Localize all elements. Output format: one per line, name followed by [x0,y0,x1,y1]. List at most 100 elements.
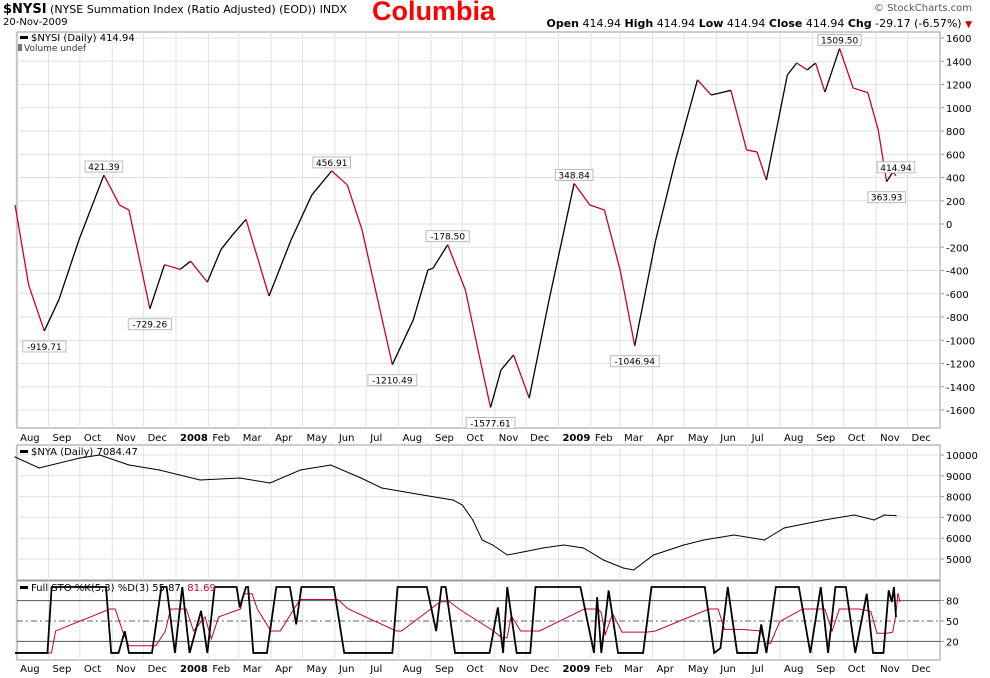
nysi-segment [824,48,841,93]
nysi-segment [149,264,166,309]
nya-point [542,547,544,549]
x-tick-label: Sep [435,664,454,675]
annotation-box [22,340,67,353]
legend-swatch [20,36,28,39]
nysi-segment [710,92,722,96]
nysi-segment [573,183,591,206]
y-tick-label: -1000 [946,336,975,347]
legend-swatch [20,586,28,589]
x-tick-label: 2008 [180,433,208,444]
nya-point [472,519,474,521]
x-tick-label: Dec [530,664,549,675]
x-tick-label: Aug [403,433,423,444]
nysi-segment [119,204,130,211]
x-tick-label: Dec [148,433,167,444]
annotation-box [817,33,862,46]
nysi-segment [528,299,550,399]
y-tick-label: 200 [946,197,965,208]
nysi-segment [548,183,575,301]
nysi-segment [58,240,80,300]
nysi-segment [838,48,854,89]
annotation-label: -1577.61 [470,419,510,429]
y-tick-label: 8000 [946,493,971,504]
nya-point [299,469,301,471]
x-tick-label: Jun [719,664,736,675]
panel-frame [16,31,941,429]
x-tick-label: Jul [369,433,382,444]
x-tick-label: Nov [116,664,136,675]
nya-point [783,527,785,529]
annotation-box [425,230,470,243]
nya-point [461,504,463,506]
nya-point [128,464,130,466]
nya-point [895,515,897,517]
nysi-segment [674,79,699,161]
nysi-segment [500,354,515,371]
nya-point [239,477,241,479]
nysi-segment [14,204,30,286]
x-tick-label: Sep [816,433,835,444]
nya-point [873,519,875,521]
nya-point [38,467,40,469]
x-tick-label: Oct [848,433,865,444]
chart-date: 20-Nov-2009 [3,17,68,28]
chg-label: Chg [847,17,872,30]
legend-text: Full STO %K(5,3) %D(3) 55.87, 81.69 [31,583,216,594]
nya-point [506,554,508,556]
panel-1: 1600 1400 1200 1000 800 600 400 200 0 -200 -400 -60… [15,31,975,429]
nysi-segment [814,62,826,93]
nysi-segment [179,260,192,270]
nysi-segment [432,244,449,269]
x-tick-label: Aug [20,664,40,675]
x-tick-label: Feb [595,664,613,675]
x-tick-label: 2008 [180,664,208,675]
nysi-segment [786,62,798,76]
annotation-box [312,156,352,169]
chg-value: -29.17 (-6.57%) [875,17,962,30]
x-tick-label: Sep [53,664,72,675]
nysi-segment [489,369,502,408]
nysi-segment [268,240,292,297]
nysi-segment [412,269,429,321]
annotation-box [127,318,172,331]
annotation-box [84,160,124,173]
close-label: Close [768,17,803,30]
annotation-box [609,355,660,368]
legend-part: Full STO %K(5,3) %D(3) 55.87, [31,583,187,594]
brand-text: Columbia [372,0,496,26]
annotation-label: -919.71 [27,343,62,353]
nysi-segment [886,171,894,183]
annotation-box [867,191,906,204]
nya-point [422,494,424,496]
nysi-segment [190,260,208,283]
y-tick-label: 1200 [946,81,971,92]
x-tick-label: May [688,664,709,675]
nysi-segment [696,79,712,96]
nysi-segment [28,284,45,332]
annotation-label: -1210.49 [372,377,413,387]
annotation-label: 414.94 [880,164,912,174]
nysi-segment [206,249,222,283]
nysi-segment [427,267,434,271]
sto-legend: Full STO %K(5,3) %D(3) 55.87, 81.69 [20,583,216,594]
x-tick-label: Nov [116,433,136,444]
y-tick-label: -1400 [946,383,975,394]
y-tick-label: -800 [946,313,969,324]
open-value: 414.94 [582,17,622,30]
y-tick-label: -200 [946,243,969,254]
annotation-label: 421.39 [88,163,120,173]
nysi-segment [78,174,105,241]
nya-point [853,514,855,516]
x-tick-label: 2009 [562,664,590,675]
nya-point [633,569,635,571]
y-tick-label: 1400 [946,57,971,68]
nysi-segment [867,92,879,131]
panel-frame [16,444,941,581]
nysi-segment [103,174,121,206]
annotation-label: 348.84 [558,171,590,181]
chart-title: $NYSI (NYSE Summation Index (Ratio Adjus… [3,2,347,17]
nya-point [703,539,705,541]
x-tick-label: Jun [338,664,355,675]
x-tick-label: Dec [912,433,931,444]
x-tick-label: Dec [530,433,549,444]
